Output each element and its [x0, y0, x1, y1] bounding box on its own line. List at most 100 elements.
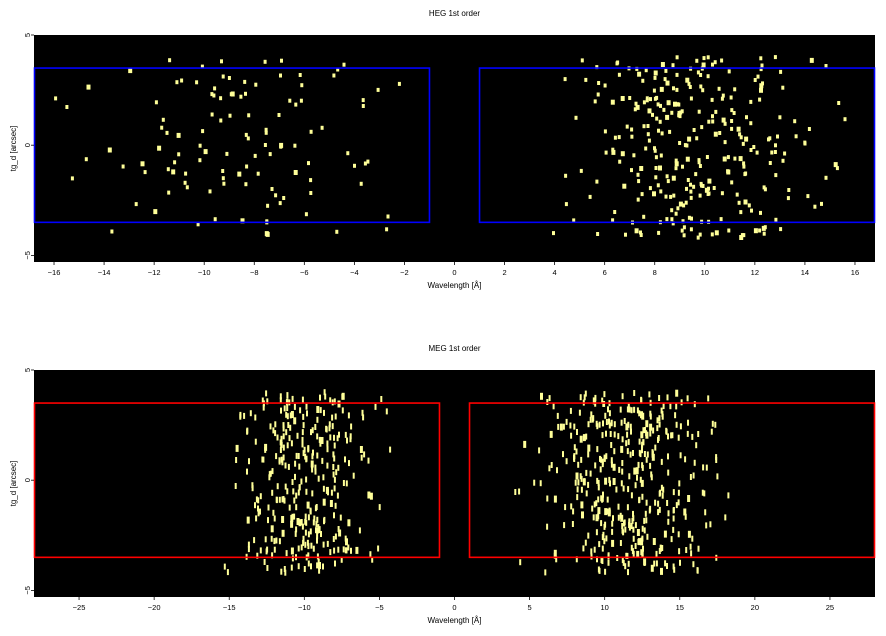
event-point: [636, 550, 640, 558]
event-point: [749, 99, 753, 104]
event-point: [588, 194, 592, 199]
event-point: [587, 421, 590, 428]
event-point: [579, 473, 582, 480]
event-point: [595, 514, 599, 522]
event-point: [607, 559, 610, 566]
event-point: [309, 129, 313, 134]
event-point: [294, 473, 296, 480]
event-point: [223, 563, 226, 570]
event-point: [641, 444, 643, 451]
event-point: [697, 545, 700, 552]
event-point: [596, 423, 599, 430]
event-point: [674, 412, 677, 419]
event-point: [579, 394, 582, 401]
event-point: [600, 520, 603, 527]
event-point: [107, 147, 112, 153]
event-point: [340, 556, 343, 563]
event-point: [689, 195, 693, 200]
event-point: [651, 450, 654, 457]
event-point: [675, 55, 679, 60]
event-point: [320, 125, 324, 130]
event-point: [695, 136, 699, 141]
event-point: [627, 486, 630, 493]
event-point: [689, 182, 692, 187]
event-point: [374, 403, 377, 410]
event-point: [321, 457, 324, 464]
event-point: [269, 423, 272, 430]
event-point: [311, 427, 314, 434]
event-point: [320, 437, 324, 444]
event-point: [553, 495, 557, 503]
y-tick-label: 0: [23, 143, 32, 147]
event-point: [280, 407, 282, 414]
event-point: [632, 510, 634, 517]
event-point: [666, 563, 668, 569]
event-point: [632, 515, 635, 522]
event-point: [228, 113, 232, 118]
event-point: [575, 556, 578, 563]
event-point: [304, 529, 307, 536]
event-point: [620, 480, 623, 487]
event-point: [235, 457, 238, 463]
event-point: [666, 179, 670, 184]
event-point: [705, 155, 709, 159]
event-point: [339, 514, 342, 521]
event-point: [333, 547, 336, 554]
event-point: [649, 423, 653, 431]
event-point: [778, 115, 782, 120]
event-point: [711, 119, 715, 124]
event-point: [599, 455, 601, 462]
extraction-region-minus: [33, 402, 441, 559]
event-point: [565, 458, 568, 465]
event-point: [617, 135, 621, 140]
event-point: [662, 107, 666, 112]
x-tick-label: 15: [676, 603, 684, 612]
event-point: [593, 546, 596, 553]
event-point: [675, 389, 679, 397]
event-point: [154, 100, 158, 105]
event-point: [198, 158, 202, 163]
event-point: [350, 547, 352, 554]
event-point: [695, 58, 699, 63]
event-point: [813, 204, 817, 209]
event-point: [637, 179, 641, 184]
event-point: [255, 515, 258, 522]
event-point: [627, 421, 630, 428]
event-point: [361, 104, 365, 108]
event-point: [646, 132, 650, 137]
event-point: [376, 87, 380, 92]
event-point: [666, 394, 669, 401]
event-point: [569, 422, 572, 429]
event-point: [243, 79, 247, 84]
event-point: [341, 393, 344, 400]
event-point: [307, 531, 310, 538]
event-point: [280, 441, 283, 448]
event-point: [768, 161, 772, 165]
event-point: [679, 452, 682, 459]
event-point: [603, 129, 607, 134]
event-point: [627, 569, 629, 576]
event-point: [619, 540, 622, 546]
event-point: [316, 406, 320, 413]
event-point: [601, 432, 604, 439]
event-point: [641, 551, 644, 558]
event-point: [601, 458, 604, 465]
event-point: [587, 451, 590, 458]
event-point: [592, 415, 595, 422]
event-point: [642, 214, 646, 219]
event-point: [824, 175, 828, 180]
x-tick-label: 2: [502, 268, 506, 277]
event-point: [573, 444, 576, 451]
event-point: [608, 418, 610, 425]
event-point: [653, 70, 658, 76]
event-point: [658, 119, 662, 124]
event-point: [660, 567, 663, 575]
event-point: [293, 417, 297, 425]
event-point: [279, 393, 282, 400]
event-point: [359, 181, 363, 186]
event-point: [234, 483, 237, 489]
event-point: [606, 496, 609, 503]
event-point: [168, 58, 172, 63]
event-point: [282, 422, 285, 429]
event-point: [640, 431, 644, 439]
